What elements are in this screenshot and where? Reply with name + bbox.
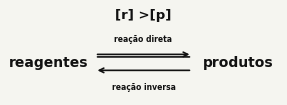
Text: produtos: produtos — [203, 56, 274, 70]
Text: reação inversa: reação inversa — [112, 83, 175, 92]
Text: [r] >[p]: [r] >[p] — [115, 9, 172, 22]
Text: reação direta: reação direta — [115, 35, 172, 44]
Text: reagentes: reagentes — [9, 56, 89, 70]
